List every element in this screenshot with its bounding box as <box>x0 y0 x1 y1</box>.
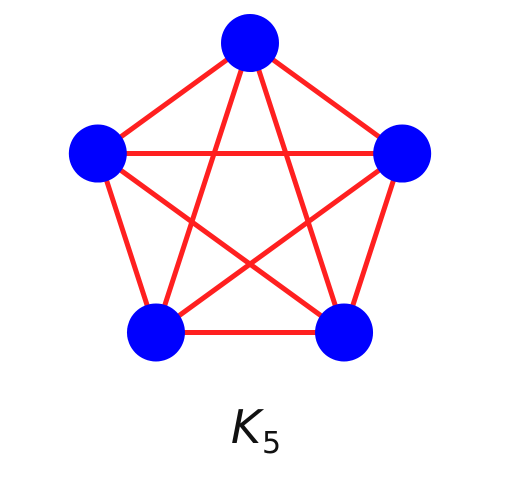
vertex-2 <box>315 303 374 362</box>
edge-group <box>95 40 405 335</box>
graph-caption: K5 <box>0 404 512 459</box>
vertex-3 <box>126 303 185 362</box>
vertex-0 <box>221 14 279 72</box>
edge-1-2 <box>341 151 405 335</box>
edge-1-3 <box>153 151 405 335</box>
edge-0-2 <box>247 40 347 335</box>
edge-3-4 <box>95 151 159 335</box>
edge-0-1 <box>247 40 405 157</box>
caption-subscript: 5 <box>262 426 282 461</box>
edge-0-3 <box>153 40 253 335</box>
node-group <box>68 14 432 362</box>
vertex-4 <box>68 124 127 183</box>
caption-main-letter: K <box>230 400 262 454</box>
edge-0-4 <box>95 40 253 157</box>
vertex-1 <box>373 124 432 183</box>
edge-2-4 <box>95 151 347 335</box>
